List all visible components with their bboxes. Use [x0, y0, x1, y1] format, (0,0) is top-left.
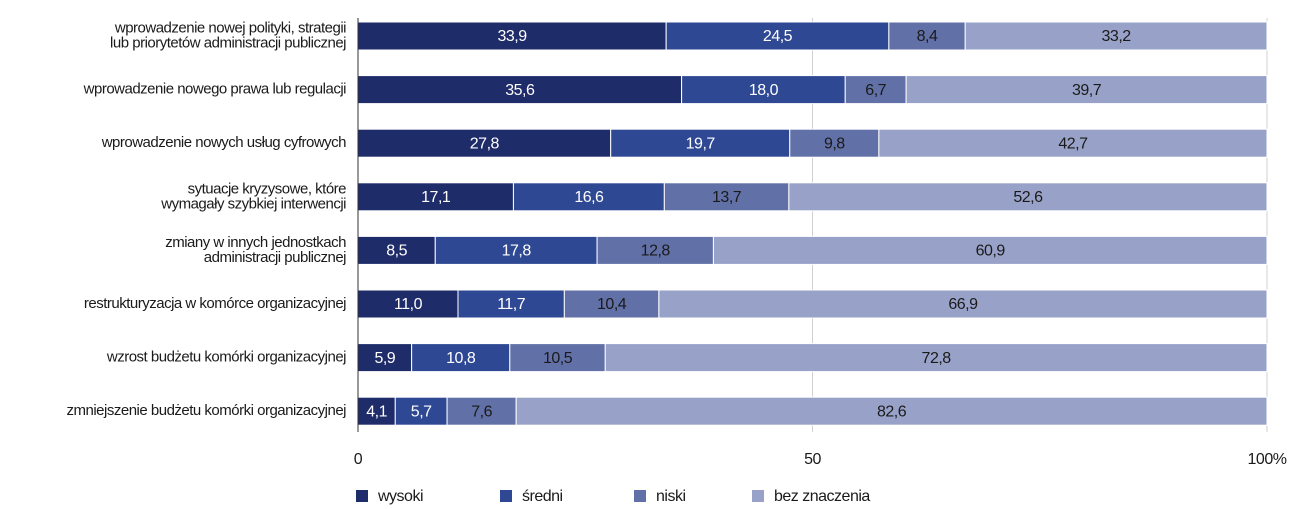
- bar-segment: [446, 396, 517, 426]
- legend-label: średni: [522, 488, 563, 505]
- value-label: 19,7: [686, 135, 716, 152]
- value-label: 12,8: [641, 243, 671, 260]
- bar-segment: [658, 289, 1268, 319]
- x-tick-label: 0: [354, 451, 363, 468]
- bar-segment: [509, 343, 606, 373]
- category-label: wprowadzenie nowego prawa lub regulacji: [83, 81, 347, 98]
- bar-segment: [563, 289, 660, 319]
- value-label: 52,6: [1013, 189, 1043, 206]
- legend-label: wysoki: [377, 488, 423, 505]
- value-label: 39,7: [1072, 82, 1102, 99]
- value-label: 11,0: [394, 296, 423, 313]
- value-label: 11,7: [497, 296, 526, 313]
- value-label: 18,0: [749, 82, 779, 99]
- category-label: zmiany w innych jednostkach administracji…: [165, 234, 346, 266]
- category-label: wprowadzenie nowej polityki, strategii lu…: [110, 19, 346, 51]
- value-label: 17,1: [421, 189, 451, 206]
- value-label: 72,8: [922, 350, 952, 367]
- value-label: 24,5: [763, 28, 793, 45]
- bar-segment: [515, 396, 1268, 426]
- value-label: 33,2: [1102, 28, 1132, 45]
- bar-segment: [844, 75, 907, 105]
- value-label: 60,9: [976, 243, 1006, 260]
- category-label: restrukturyzacja w komórce organizacyjne…: [84, 295, 346, 312]
- legend-swatch: [500, 490, 512, 502]
- x-tick-label: 100%: [1248, 451, 1287, 468]
- value-label: 17,8: [502, 243, 532, 260]
- value-label: 27,8: [470, 135, 500, 152]
- value-label: 35,6: [505, 82, 535, 99]
- legend-label: bez znaczenia: [774, 488, 870, 505]
- bar-segment: [681, 75, 846, 105]
- value-label: 66,9: [948, 296, 978, 313]
- legend-swatch: [634, 490, 646, 502]
- value-label: 4,1: [366, 403, 387, 420]
- value-label: 10,8: [446, 350, 476, 367]
- value-label: 33,9: [498, 28, 528, 45]
- value-label: 6,7: [865, 82, 886, 99]
- bar-segment: [663, 182, 790, 212]
- category-label: wzrost budżetu komórki organizacyjnej: [106, 349, 346, 366]
- legend-swatch: [356, 490, 368, 502]
- bar-segment: [512, 182, 665, 212]
- bar-segment: [610, 128, 791, 158]
- bar-segment: [888, 21, 966, 51]
- value-label: 5,7: [411, 403, 432, 420]
- value-label: 9,8: [824, 135, 845, 152]
- bar-segment: [878, 128, 1268, 158]
- legend-swatch: [752, 490, 764, 502]
- category-label: wprowadzenie nowych usług cyfrowych: [101, 134, 346, 151]
- bar-segment: [665, 21, 890, 51]
- bar-segment: [789, 128, 880, 158]
- bar-segment: [964, 21, 1268, 51]
- value-label: 7,6: [471, 403, 492, 420]
- value-label: 8,5: [386, 243, 407, 260]
- legend-label: niski: [656, 488, 686, 505]
- bar-segment: [357, 128, 612, 158]
- bar-segment: [394, 396, 448, 426]
- value-label: 10,5: [543, 350, 573, 367]
- value-label: 16,6: [574, 189, 604, 206]
- bar-segment: [604, 343, 1268, 373]
- bar-segment: [712, 235, 1268, 265]
- category-label: zmniejszenie budżetu komórki organizacyj…: [67, 402, 347, 419]
- value-label: 8,4: [917, 28, 938, 45]
- bar-segment: [457, 289, 565, 319]
- bar-segment: [905, 75, 1268, 105]
- value-label: 5,9: [374, 350, 395, 367]
- value-label: 42,7: [1058, 135, 1088, 152]
- value-label: 10,4: [597, 296, 627, 313]
- value-label: 82,6: [877, 403, 907, 420]
- x-tick-label: 50: [804, 451, 821, 468]
- value-label: 13,7: [712, 189, 742, 206]
- bar-segment: [788, 182, 1268, 212]
- bar-segment: [411, 343, 511, 373]
- bar-segment: [434, 235, 598, 265]
- category-label: sytuacje kryzysowe, które wymagały szybki…: [160, 180, 346, 212]
